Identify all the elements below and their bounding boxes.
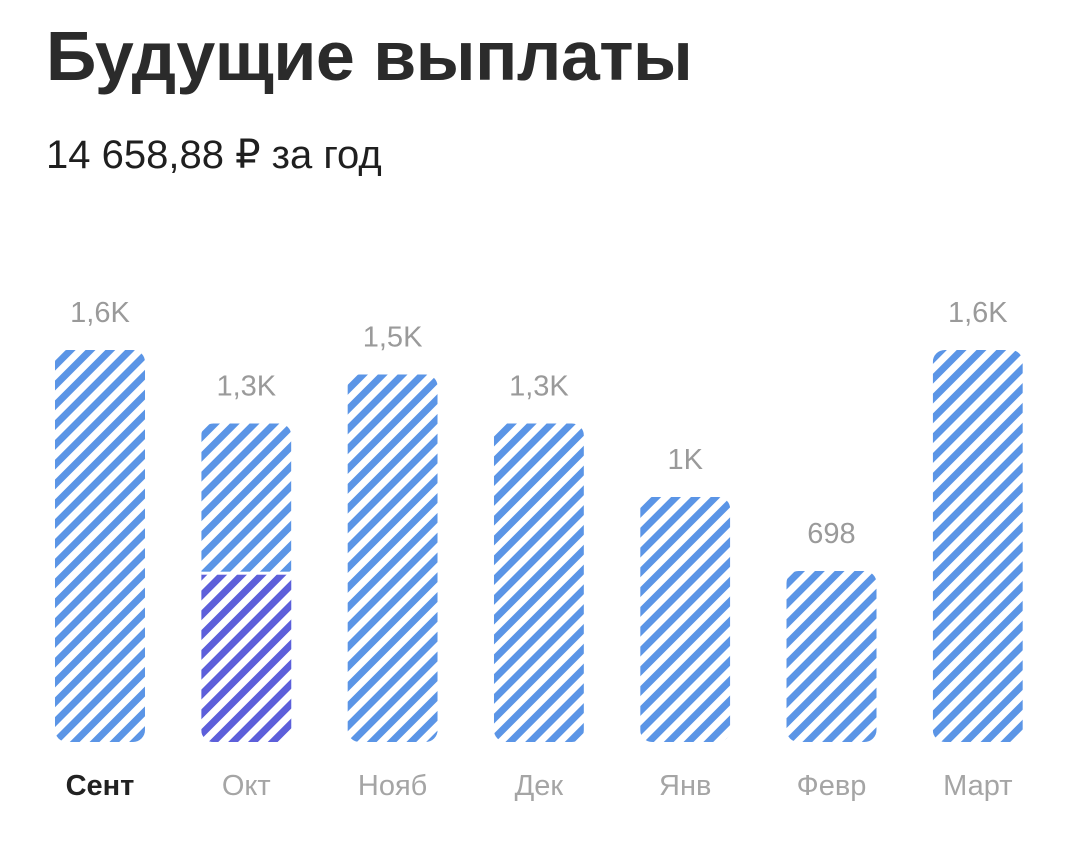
bar-group-1[interactable]: 1,6K Сент — [55, 297, 145, 802]
bar-highlight-divider-2 — [201, 571, 292, 575]
bar-1[interactable] — [55, 350, 145, 742]
bar-value-label-2: 1,3K — [216, 371, 276, 403]
bar-value-label-5: 1K — [667, 444, 703, 476]
month-label-3[interactable]: Нояб — [358, 770, 427, 802]
bar-value-label-6: 698 — [807, 518, 855, 550]
month-label-5[interactable]: Янв — [659, 770, 711, 802]
month-label-6[interactable]: Февр — [797, 770, 867, 802]
bar-group-5[interactable]: 1K Янв — [640, 444, 731, 802]
bar-value-label-3: 1,5K — [363, 322, 423, 354]
bar-group-4[interactable]: 1,3K Дек — [493, 371, 584, 803]
bar-group-6[interactable]: 698 Февр — [786, 518, 877, 802]
bar-value-label-4: 1,3K — [509, 371, 569, 403]
bar-value-label-7: 1,6K — [948, 297, 1008, 329]
bar-4[interactable] — [493, 423, 584, 743]
bar-7[interactable] — [932, 350, 1023, 742]
bar-value-label-1: 1,6K — [70, 297, 130, 329]
bar-highlight-portion-2 — [201, 573, 292, 742]
bar-group-2[interactable]: 1,3K Окт — [201, 371, 292, 803]
bar-5[interactable] — [640, 497, 731, 742]
bar-group-3[interactable]: 1,5K Нояб — [347, 322, 438, 803]
month-label-2[interactable]: Окт — [222, 770, 271, 802]
month-label-1[interactable]: Сент — [66, 770, 135, 802]
month-label-7[interactable]: Март — [943, 770, 1012, 802]
page-title: Будущие выплаты — [46, 17, 693, 95]
annual-total: 14 658,88 ₽ за год — [46, 133, 382, 177]
month-label-4[interactable]: Дек — [515, 770, 564, 802]
bar-group-7[interactable]: 1,6K Март — [932, 297, 1023, 802]
bar-3[interactable] — [347, 374, 438, 743]
bar-6[interactable] — [786, 570, 877, 742]
